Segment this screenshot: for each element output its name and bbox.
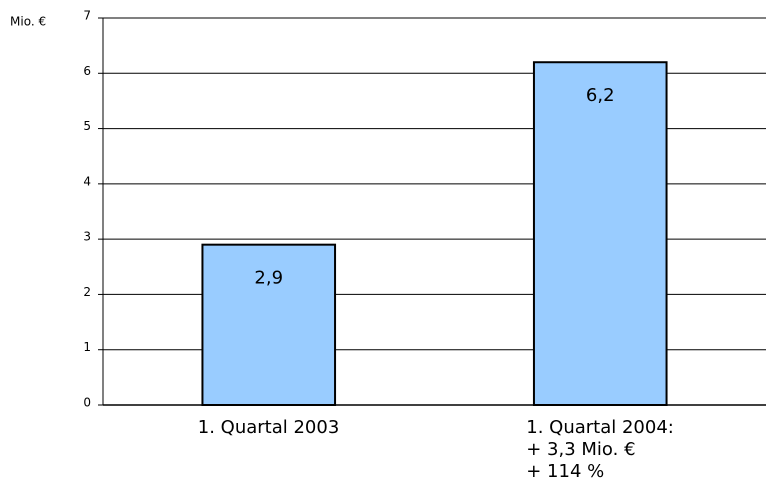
y-axis-label: Mio. €	[10, 15, 46, 29]
y-tick-label: 1	[83, 340, 91, 354]
value-label: 6,2	[586, 85, 615, 106]
x-tick-label: 1. Quartal 2004: + 3,3 Mio. € + 114 %	[526, 417, 674, 482]
value-label: 2,9	[254, 268, 283, 289]
y-tick-label: 6	[83, 64, 91, 78]
y-tick-label: 3	[83, 230, 91, 244]
y-tick-label: 4	[83, 174, 91, 188]
bar	[201, 243, 337, 406]
bar	[532, 61, 668, 406]
y-tick-label: 0	[83, 396, 91, 410]
y-tick-label: 2	[83, 285, 91, 299]
y-tick-label: 7	[83, 9, 91, 23]
y-tick-label: 5	[83, 119, 91, 133]
x-tick-label: 1. Quartal 2003	[197, 417, 340, 438]
